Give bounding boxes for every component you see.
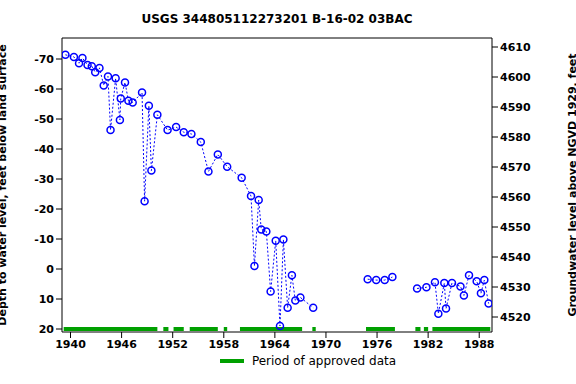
svg-text:4590: 4590 <box>500 101 531 114</box>
svg-text:4580: 4580 <box>500 131 531 144</box>
svg-text:-50: -50 <box>34 113 54 126</box>
svg-text:-40: -40 <box>34 143 54 156</box>
svg-text:4520: 4520 <box>500 311 531 324</box>
html-text:USGS 344805112273201 B-16-02 0: USGS 344805112273201 B-16-02 03BAC <box>141 12 413 26</box>
svg-text:-30: -30 <box>34 173 54 186</box>
svg-text:10: 10 <box>39 293 55 306</box>
svg-text:Depth to water level, feet bel: Depth to water level, feet below land su… <box>8 44 9 325</box>
svg-text:4560: 4560 <box>500 191 531 204</box>
svg-text:-10: -10 <box>34 233 54 246</box>
svg-text:Groundwater level above NGVD 1: Groundwater level above NGVD 1929, feet <box>566 53 568 316</box>
svg-text:-20: -20 <box>34 203 54 216</box>
svg-text:4540: 4540 <box>500 251 531 264</box>
svg-text:-70: -70 <box>34 53 54 66</box>
svg-text:4550: 4550 <box>500 221 531 234</box>
svg-text:4530: 4530 <box>500 281 531 294</box>
svg-text:1940: 1940 <box>55 338 86 351</box>
svg-text:1964: 1964 <box>260 338 291 351</box>
svg-text:1952: 1952 <box>157 338 188 351</box>
svg-text:4570: 4570 <box>500 161 531 174</box>
svg-text:1976: 1976 <box>362 338 393 351</box>
svg-text:4600: 4600 <box>500 71 531 84</box>
svg-text:1958: 1958 <box>208 338 239 351</box>
svg-text:1982: 1982 <box>413 338 444 351</box>
html-text:Period of approved data: Period of approved data <box>251 354 397 368</box>
svg-text:20: 20 <box>39 323 55 336</box>
svg-text:1946: 1946 <box>106 338 137 351</box>
svg-text:0: 0 <box>46 263 54 276</box>
svg-text:1988: 1988 <box>464 338 495 351</box>
svg-text:4610: 4610 <box>500 41 531 54</box>
svg-text:-60: -60 <box>34 83 54 96</box>
svg-text:1970: 1970 <box>311 338 342 351</box>
